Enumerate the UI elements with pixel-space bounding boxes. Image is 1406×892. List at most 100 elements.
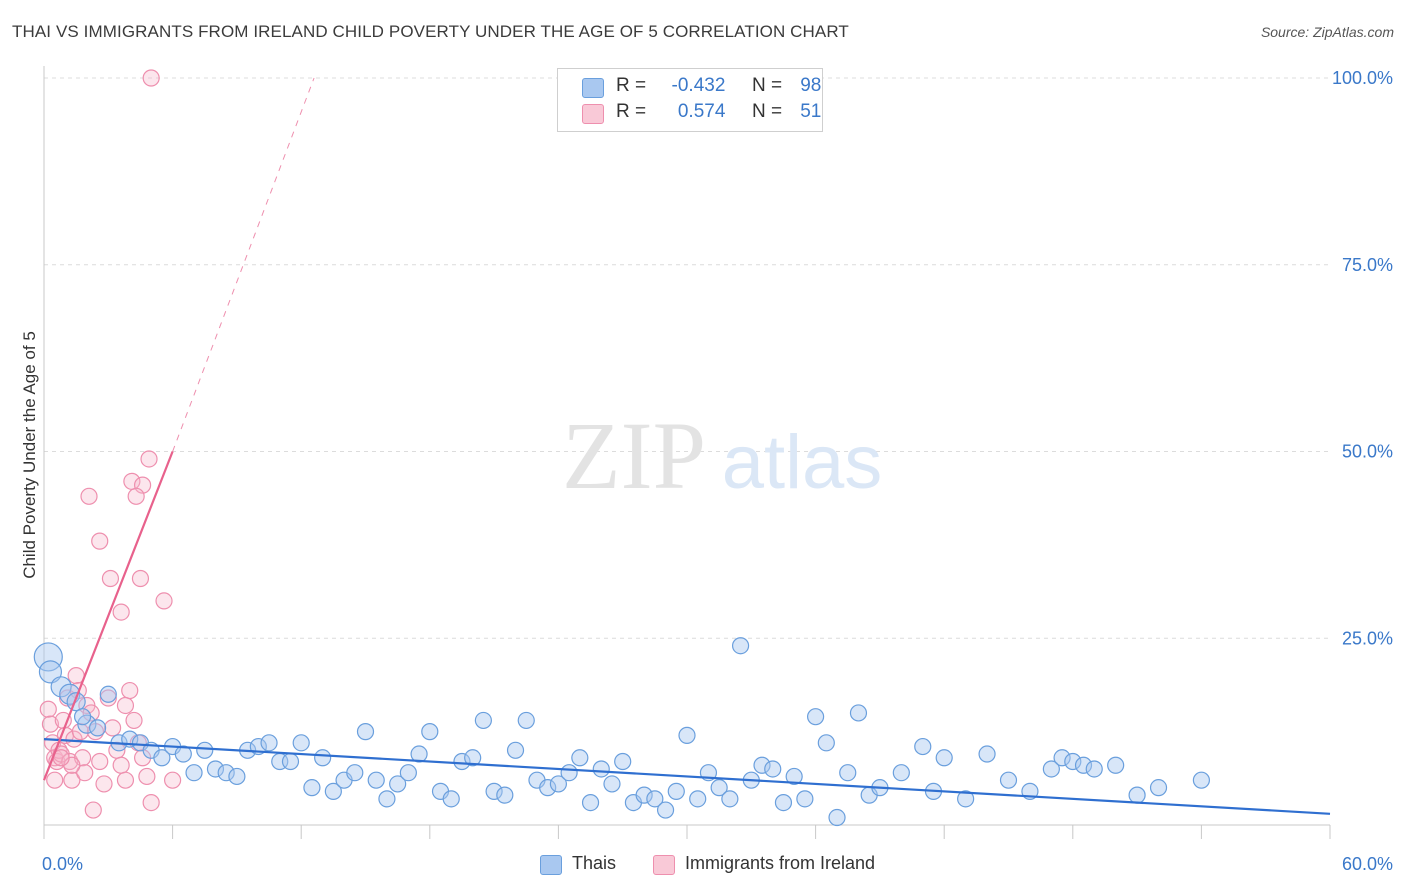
- watermark-atlas: atlas: [722, 420, 883, 505]
- data-point-thais: [689, 790, 707, 808]
- data-point-thais: [196, 741, 214, 759]
- trend-line-ireland: [42, 451, 174, 781]
- data-point-thais: [485, 782, 503, 800]
- data-point-thais: [678, 726, 696, 744]
- data-point-thais: [464, 749, 482, 767]
- data-point-thais: [1149, 779, 1168, 797]
- watermark-zip: ZIP: [562, 402, 706, 509]
- y-tick-label: 25.0%: [1342, 628, 1393, 648]
- data-point-thais: [581, 793, 600, 812]
- data-point-thais: [303, 779, 321, 797]
- data-point-thais: [1042, 760, 1060, 778]
- data-point-thais: [1192, 771, 1211, 789]
- data-point-thais: [153, 749, 171, 767]
- data-point-thais: [539, 779, 557, 797]
- legend-r-label: R =: [616, 101, 647, 122]
- source-credit: Source: ZipAtlas.com: [1260, 24, 1394, 40]
- data-point-thais: [839, 764, 857, 782]
- data-point-thais: [38, 660, 63, 684]
- data-point-thais: [1107, 756, 1125, 774]
- data-point-thais: [978, 745, 996, 763]
- data-point-thais: [260, 734, 278, 752]
- data-point-ireland: [63, 771, 81, 789]
- data-point-thais: [1085, 760, 1103, 778]
- data-point-thais: [656, 801, 675, 819]
- data-point-thais: [496, 786, 514, 804]
- data-point-thais: [77, 714, 97, 734]
- data-point-thais: [592, 760, 610, 778]
- data-point-thais: [731, 637, 750, 655]
- data-point-ireland: [116, 696, 135, 715]
- data-point-thais: [174, 745, 192, 763]
- data-point-ireland: [142, 793, 160, 812]
- grid-lines: [44, 77, 1330, 639]
- data-point-thais: [185, 764, 203, 782]
- bottom-legend-label-ireland: Immigrants from Ireland: [685, 853, 876, 873]
- data-point-thais: [549, 775, 568, 793]
- data-point-thais: [721, 790, 739, 808]
- data-point-thais: [88, 719, 107, 737]
- data-point-thais: [506, 741, 525, 759]
- data-point-ireland: [112, 603, 130, 621]
- data-point-thais: [73, 708, 92, 726]
- legend-n-label: N =: [751, 101, 783, 122]
- data-point-ireland: [103, 719, 122, 737]
- data-point-thais: [957, 790, 975, 808]
- data-point-ireland: [46, 771, 64, 789]
- data-point-thais: [603, 775, 621, 793]
- legend-r-value-thais: -0.432: [671, 75, 726, 96]
- chart-title: THAI VS IMMIGRANTS FROM IRELAND CHILD PO…: [12, 22, 849, 41]
- legend-n-value-thais: 98: [800, 75, 822, 96]
- data-point-ireland: [155, 592, 173, 610]
- data-point-ireland: [121, 681, 139, 700]
- data-point-thais: [849, 704, 868, 722]
- legend-n-label: N =: [751, 75, 783, 96]
- data-point-thais: [292, 734, 310, 752]
- data-point-thais: [571, 749, 589, 767]
- data-point-thais: [356, 723, 375, 741]
- data-point-thais: [1128, 786, 1146, 804]
- data-point-ireland: [142, 69, 160, 87]
- data-point-ireland: [80, 487, 98, 505]
- y-tick-label: 100.0%: [1332, 68, 1393, 88]
- bottom-legend-label-thais: Thais: [572, 853, 617, 873]
- data-point-thais: [66, 692, 86, 712]
- data-point-ireland: [116, 771, 135, 789]
- data-point-thais: [228, 767, 246, 786]
- data-point-ireland: [140, 450, 158, 468]
- data-point-ireland: [164, 771, 182, 789]
- data-point-thais: [1053, 749, 1071, 767]
- data-point-ireland: [39, 700, 57, 718]
- data-point-thais: [324, 782, 342, 800]
- bottom-legend-swatch-thais: [540, 855, 562, 875]
- data-point-thais: [517, 711, 535, 730]
- data-point-thais: [314, 749, 332, 767]
- x-tick-label: 0.0%: [42, 854, 83, 874]
- data-point-thais: [817, 734, 835, 752]
- data-point-ireland: [131, 569, 150, 588]
- data-point-thais: [774, 793, 793, 812]
- data-point-ireland: [138, 767, 156, 786]
- points-ireland: [39, 69, 182, 819]
- data-point-thais: [935, 749, 953, 767]
- bottom-legend-swatch-ireland: [653, 855, 675, 875]
- data-point-ireland: [125, 711, 143, 730]
- data-point-thais: [99, 685, 117, 703]
- data-point-thais: [346, 764, 364, 782]
- data-point-ireland: [41, 715, 60, 733]
- data-point-ireland: [101, 569, 120, 588]
- data-point-thais: [999, 771, 1018, 789]
- data-point-thais: [646, 790, 664, 808]
- data-point-thais: [796, 790, 814, 808]
- legend-r-value-ireland: 0.574: [677, 101, 726, 122]
- data-point-ireland: [127, 487, 145, 505]
- data-point-thais: [914, 737, 932, 756]
- y-tick-label: 75.0%: [1342, 255, 1393, 275]
- tick-labels: 25.0% 50.0% 75.0% 100.0% 0.0% 60.0%: [42, 68, 1393, 874]
- data-point-ireland: [91, 532, 109, 550]
- data-point-thais: [614, 752, 632, 771]
- data-point-thais: [753, 756, 771, 774]
- data-point-thais: [1074, 756, 1093, 774]
- data-point-thais: [635, 786, 653, 804]
